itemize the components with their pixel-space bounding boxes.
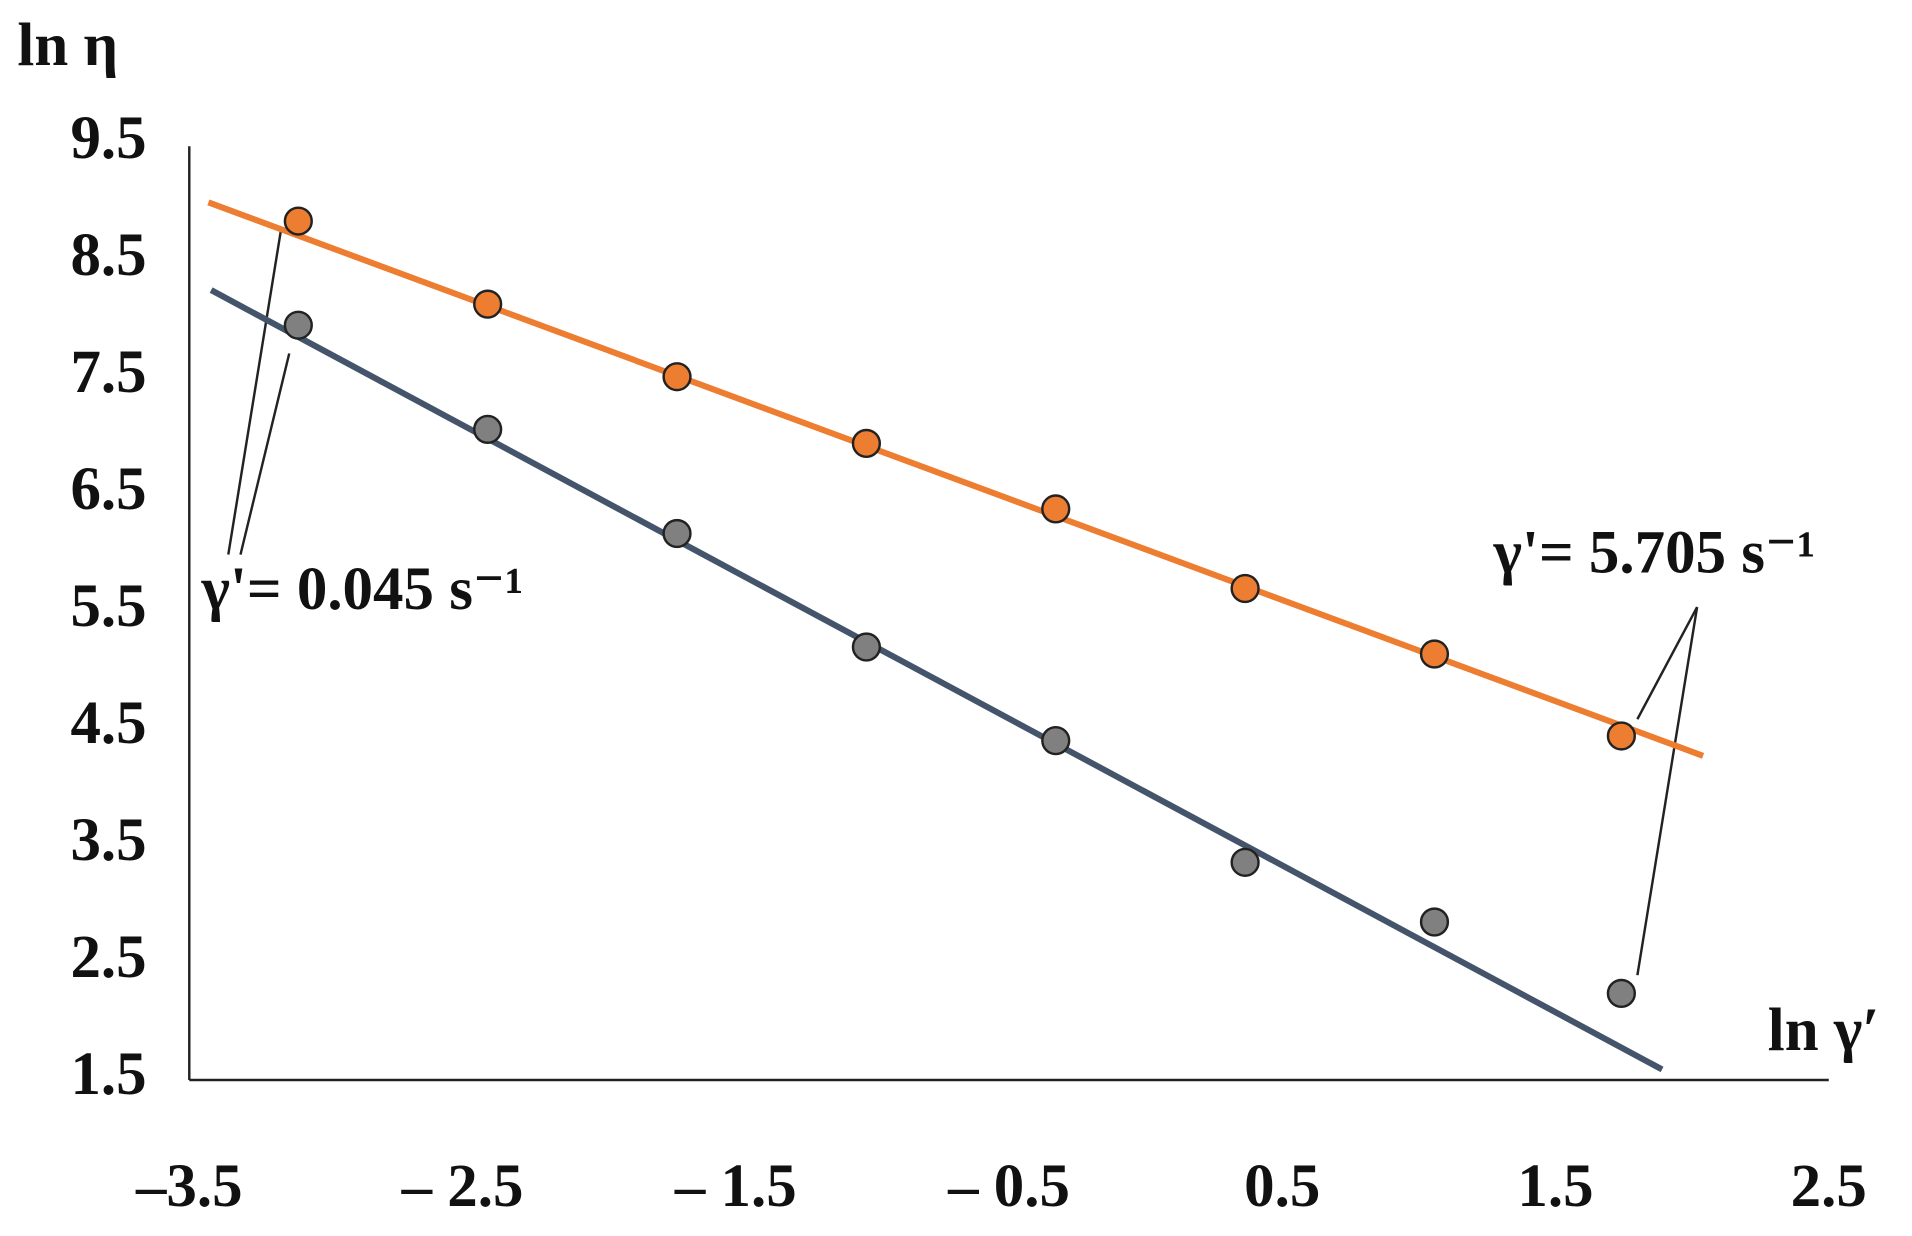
data-point [1606,978,1636,1009]
data-point [662,518,692,549]
leader-line [1636,606,1699,976]
annotation: γ'= 0.045 s⁻¹ [200,556,523,623]
trend-line [207,199,1705,759]
y-tick-label: 3.5 [70,807,146,874]
data-point [473,289,503,319]
data-point [1419,907,1450,937]
x-axis-title: ln γ′ [1768,997,1880,1064]
data-point [1230,573,1260,604]
y-axis-title: ln η [17,12,118,79]
y-tick-label: 9.5 [70,105,146,172]
data-point [851,428,882,459]
y-tick-label: 5.5 [70,573,146,640]
y-tick-label: 2.5 [70,924,146,991]
y-tick-label: 7.5 [70,339,146,406]
y-tick-label: 6.5 [70,456,146,523]
leader-line [227,231,282,555]
x-tick-label: – 1.5 [674,1153,797,1220]
data-point [851,632,882,662]
y-tick-label: 8.5 [70,222,146,289]
data-point [283,206,313,236]
x-tick-label: 2.5 [1791,1153,1867,1220]
leader-line [1636,606,1699,720]
x-tick-label: 1.5 [1517,1153,1593,1220]
data-point [1606,721,1636,751]
x-tick-label: – 2.5 [401,1153,524,1220]
data-point [1419,639,1450,669]
x-tick-label: – 0.5 [947,1153,1070,1220]
data-point [1230,847,1260,877]
data-point [662,362,692,392]
x-tick-label: 0.5 [1244,1153,1320,1220]
leader-line [239,353,291,555]
y-tick-label: 1.5 [70,1041,146,1108]
data-point [473,414,503,444]
data-point [1041,725,1071,756]
data-point [283,310,313,340]
data-point [1041,494,1071,524]
annotation: γ'= 5.705 s⁻¹ [1493,519,1816,586]
trend-line [209,287,1664,1073]
y-tick-label: 4.5 [70,690,146,757]
x-tick-label: –3.5 [135,1153,243,1220]
